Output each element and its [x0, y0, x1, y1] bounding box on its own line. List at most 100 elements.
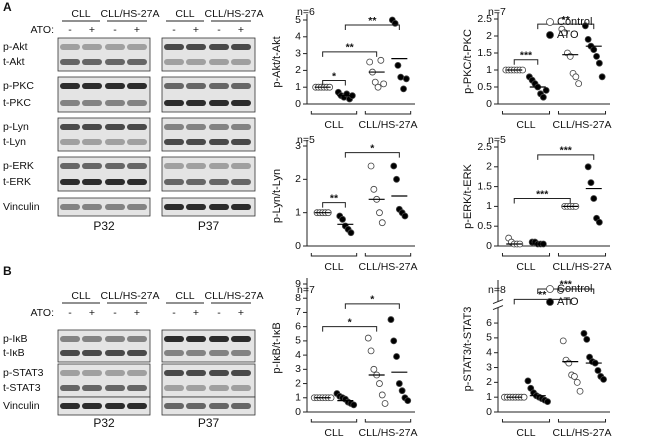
treatment-sign: -	[113, 307, 117, 319]
x-tick-label: CLL/HS-27A	[359, 427, 418, 436]
data-point	[378, 219, 386, 227]
legend-marker	[546, 18, 554, 26]
x-tick-label: CLL	[324, 261, 343, 273]
treatment-sign: +	[134, 307, 140, 319]
treatment-sign: +	[89, 307, 95, 319]
blot-band	[105, 403, 125, 409]
significance-label: **	[346, 42, 355, 54]
blot-band	[60, 124, 80, 130]
blot-band	[186, 204, 206, 210]
legend-marker	[546, 298, 554, 306]
data-point	[366, 58, 374, 66]
significance-label: *	[370, 142, 375, 154]
blot-band	[186, 403, 206, 409]
y-axis-label: p-ERK/t-ERK	[462, 163, 474, 228]
y-tick-label: 4	[486, 346, 492, 358]
blot-band	[82, 204, 102, 210]
significance-label: *	[332, 70, 337, 82]
data-point	[402, 75, 410, 83]
data-point	[401, 212, 409, 220]
x-tick-label: CLL/HS-27A	[553, 119, 612, 131]
blot-band	[82, 179, 102, 185]
y-tick-label: 1	[295, 392, 301, 404]
data-point	[575, 80, 583, 87]
legend-marker	[546, 285, 554, 293]
blot-band	[186, 336, 206, 342]
blot-band	[127, 370, 147, 376]
y-tick-label: 5	[486, 332, 492, 344]
y-tick-label: 1	[486, 200, 492, 212]
data-point	[371, 78, 379, 86]
blot-band	[164, 370, 184, 376]
x-tick-label: CLL/HS-27A	[359, 261, 418, 273]
blot-band	[209, 139, 229, 145]
blot-band	[105, 336, 125, 342]
y-tick-label: 2	[295, 173, 301, 185]
treatment-sign: -	[217, 307, 221, 319]
significance-bracket	[322, 326, 378, 332]
blot-band	[105, 204, 125, 210]
blot-band	[209, 350, 229, 356]
blot-band	[209, 59, 229, 65]
data-point	[595, 59, 603, 67]
blot-band	[105, 370, 125, 376]
data-point	[594, 367, 602, 374]
blot-band	[209, 385, 229, 391]
sample-size: n=8	[488, 284, 506, 296]
blot-band	[209, 370, 229, 376]
blot-band	[82, 124, 102, 130]
y-tick-label: 7	[295, 306, 301, 318]
category-bracket	[310, 111, 358, 115]
panel-letter: A	[3, 0, 12, 14]
blot-band	[60, 83, 80, 89]
blot-band	[209, 163, 229, 169]
data-point	[544, 398, 551, 406]
treatment-label: ATO:	[30, 24, 54, 36]
data-point	[397, 73, 405, 81]
significance-bracket	[322, 202, 346, 208]
y-tick-label: 1.5	[477, 180, 492, 192]
legend-label: Control	[557, 16, 592, 28]
blot-band	[186, 100, 206, 106]
blot-box	[57, 363, 151, 398]
treatment-sign: +	[193, 307, 199, 319]
blot-box	[57, 117, 151, 152]
blot-box	[161, 37, 256, 72]
blot-band	[105, 83, 125, 89]
data-point	[370, 185, 378, 193]
y-tick-label: 5	[295, 14, 301, 26]
significance-label: ***	[520, 50, 533, 62]
blot-band	[127, 44, 147, 50]
blot-band	[231, 83, 251, 89]
treatment-sign: -	[172, 24, 176, 36]
significance-bracket	[537, 288, 595, 294]
category-bracket	[501, 253, 551, 257]
data-point	[390, 162, 398, 170]
blot-band	[127, 204, 147, 210]
y-tick-label: 1	[486, 64, 492, 76]
blot-band	[164, 163, 184, 169]
data-point	[377, 56, 385, 64]
blot-box	[161, 396, 256, 416]
significance-label: ***	[536, 188, 549, 200]
x-tick-label: CLL/HS-27A	[553, 427, 612, 436]
blot-band	[82, 370, 102, 376]
y-tick-label: 1	[486, 391, 492, 403]
group-label: CLL	[175, 290, 194, 302]
sample-size: n=7	[488, 6, 506, 18]
blot-band	[164, 59, 184, 65]
blot-band	[231, 403, 251, 409]
legend-marker	[546, 31, 554, 39]
y-tick-label: 6	[486, 317, 492, 329]
data-point	[584, 163, 592, 171]
significance-label: **	[538, 289, 547, 301]
passage-label: P32	[93, 219, 115, 233]
blot-band	[60, 370, 80, 376]
x-tick-label: CLL	[516, 427, 535, 436]
blot-band	[164, 336, 184, 342]
blot-band	[164, 350, 184, 356]
data-point	[387, 316, 395, 323]
data-point	[404, 397, 412, 405]
blot-band	[127, 124, 147, 130]
blot-band	[82, 385, 102, 391]
